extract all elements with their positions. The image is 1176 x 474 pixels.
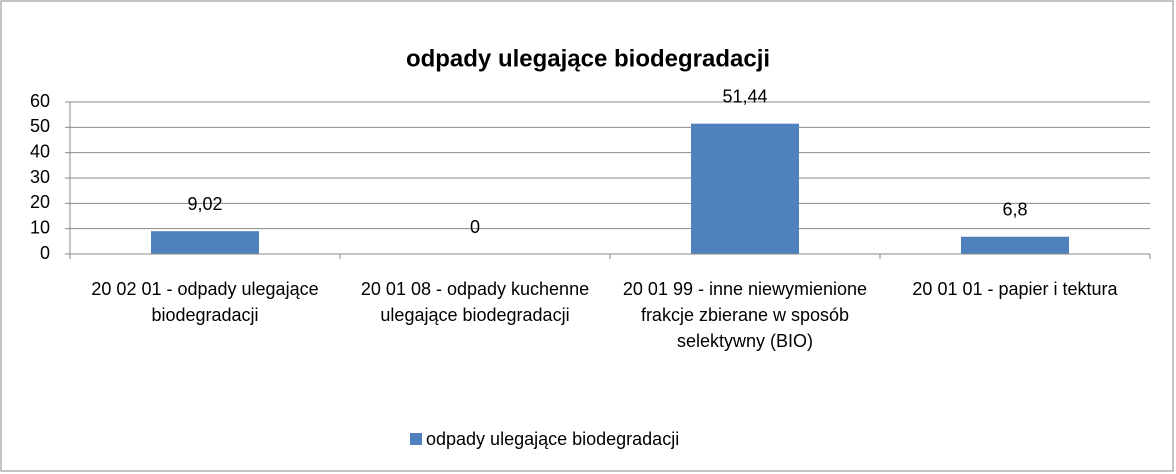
x-tick-label: 20 02 01 - odpady ulegające biodegradacj…	[91, 279, 319, 325]
bar	[151, 231, 259, 254]
y-tick-label: 20	[30, 192, 50, 212]
y-tick-label: 10	[30, 217, 50, 237]
legend-label: odpady ulegające biodegradacji	[426, 429, 679, 449]
x-tick-label: 20 01 99 - inne niewymienione frakcje zb…	[622, 279, 868, 351]
y-tick-label: 50	[30, 116, 50, 136]
legend-swatch	[410, 433, 422, 445]
data-label: 51,44	[722, 86, 767, 106]
data-label: 0	[470, 217, 480, 237]
y-tick-label: 60	[30, 91, 50, 111]
bar	[961, 236, 1069, 254]
y-tick-label: 0	[40, 243, 50, 263]
x-tick-label: 20 01 01 - papier i tektura	[912, 279, 1118, 299]
data-label: 6,8	[1002, 200, 1027, 220]
data-label: 9,02	[187, 194, 222, 214]
chart-title: odpady ulegające biodegradacji	[406, 45, 770, 72]
x-tick-label: 20 01 08 - odpady kuchenne ulegające bio…	[360, 279, 590, 325]
y-tick-label: 30	[30, 167, 50, 187]
y-tick-label: 40	[30, 141, 50, 161]
bar	[691, 123, 799, 254]
